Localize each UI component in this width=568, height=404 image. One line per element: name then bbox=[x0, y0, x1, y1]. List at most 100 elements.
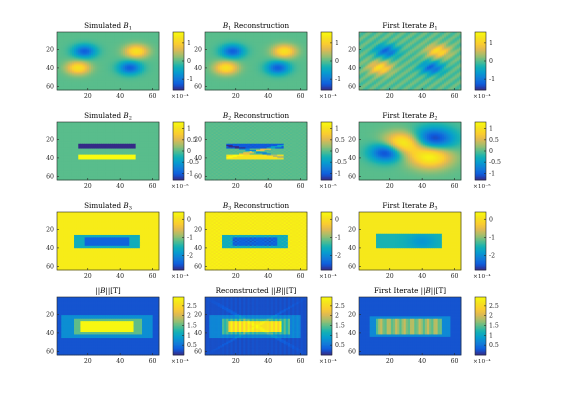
colorbar-tick-label: -2 bbox=[187, 253, 193, 260]
colorbar-tick-label: -1 bbox=[489, 170, 495, 177]
colorbar-tick-label: -2 bbox=[335, 253, 341, 260]
x-tick-label: 20 bbox=[386, 273, 394, 280]
x-tick-label: 20 bbox=[84, 183, 92, 190]
colorbar: 0-1-2×10⁻⁴ bbox=[171, 212, 193, 280]
colorbar-tick-label: 0 bbox=[489, 58, 493, 65]
y-tick-label: 40 bbox=[46, 330, 54, 337]
x-tick-label: 60 bbox=[149, 358, 157, 365]
colorbar-exponent: ×10⁻⁴ bbox=[319, 273, 337, 280]
y-tick-label: 20 bbox=[348, 136, 356, 143]
y-tick-label: 20 bbox=[194, 311, 202, 318]
x-tick-label: 60 bbox=[149, 183, 157, 190]
x-tick-label: 20 bbox=[232, 273, 240, 280]
x-tick-label: 40 bbox=[418, 93, 426, 100]
y-tick-label: 40 bbox=[46, 65, 54, 72]
colorbar-exponent: ×10⁻⁴ bbox=[473, 358, 491, 365]
colorbar: 10-1×10⁻⁴ bbox=[473, 32, 495, 100]
x-tick-label: 60 bbox=[451, 358, 459, 365]
colorbar-tick-label: 2.5 bbox=[335, 303, 345, 310]
colorbar-tick-label: 0 bbox=[489, 148, 493, 155]
y-tick-label: 40 bbox=[194, 330, 202, 337]
colorbar-tick-label: 0 bbox=[335, 216, 339, 223]
heatmap-panel: First Iterate ||B||[T]20 40 602040602.521.… bbox=[348, 286, 499, 365]
y-tick-label: 20 bbox=[194, 136, 202, 143]
colorbar-tick-label: 0 bbox=[187, 216, 191, 223]
colorbar-exponent: ×10⁻⁵ bbox=[319, 183, 337, 190]
x-tick-label: 40 bbox=[264, 93, 272, 100]
colorbar-tick-label: -0.5 bbox=[335, 159, 347, 166]
colorbar-tick-label: 0.5 bbox=[335, 137, 345, 144]
x-tick-label: 20 bbox=[84, 93, 92, 100]
y-tick-label: 40 bbox=[348, 65, 356, 72]
y-tick-label: 40 bbox=[46, 155, 54, 162]
colorbar-tick-label: 2 bbox=[335, 313, 339, 320]
colorbar-tick-label: 2 bbox=[187, 313, 191, 320]
colorbar-exponent: ×10⁻⁵ bbox=[473, 183, 491, 190]
colorbar-exponent: ×10⁻⁴ bbox=[473, 273, 491, 280]
colorbar: 10-1×10⁻⁴ bbox=[319, 32, 341, 100]
panel-title: Reconstructed ||B||[T] bbox=[216, 286, 297, 295]
y-tick-label: 20 bbox=[194, 46, 202, 53]
heatmap-image bbox=[205, 212, 307, 270]
panel-title: First Iterate ||B||[T] bbox=[374, 286, 446, 295]
y-tick-label: 40 bbox=[348, 245, 356, 252]
y-tick-label: 20 bbox=[46, 311, 54, 318]
y-tick-label: 40 bbox=[46, 245, 54, 252]
heatmap-image bbox=[359, 122, 461, 180]
y-tick-label: 20 bbox=[46, 46, 54, 53]
panel-title: Simulated B2 bbox=[84, 111, 132, 122]
heatmap-panel: Reconstructed ||B||[T]20 40 602040602.521.… bbox=[194, 286, 345, 365]
y-tick-label: 40 bbox=[194, 245, 202, 252]
y-tick-label: 20 bbox=[348, 226, 356, 233]
colorbar-tick-label: -1 bbox=[187, 76, 193, 83]
colorbar-tick-label: 1 bbox=[187, 332, 191, 339]
x-tick-label: 60 bbox=[297, 183, 305, 190]
y-tick-label: 20 bbox=[348, 311, 356, 318]
x-tick-label: 60 bbox=[451, 183, 459, 190]
x-tick-label: 40 bbox=[264, 273, 272, 280]
colorbar-tick-label: -1 bbox=[187, 234, 193, 241]
colorbar-tick-label: 1 bbox=[335, 40, 339, 47]
panel-title: B1 Reconstruction bbox=[222, 21, 290, 32]
colorbar-exponent: ×10⁻⁴ bbox=[319, 358, 337, 365]
colorbar-tick-label: 1 bbox=[187, 40, 191, 47]
heatmap-image bbox=[57, 297, 159, 355]
heatmap-image bbox=[57, 32, 159, 90]
colorbar-tick-label: -1 bbox=[489, 234, 495, 241]
colorbar: 0 -1 -2 ×10⁻⁴ bbox=[473, 212, 495, 280]
colorbar-tick-label: 0 bbox=[489, 216, 493, 223]
y-tick-label: 60 bbox=[194, 83, 202, 90]
colorbar-tick-label: -1 bbox=[335, 234, 341, 241]
panel-title: ||B||[T] bbox=[95, 286, 121, 295]
y-tick-label: 60 bbox=[348, 263, 356, 270]
heatmap-image bbox=[205, 297, 307, 355]
y-tick-label: 60 bbox=[46, 348, 54, 355]
colorbar-tick-label: 0 bbox=[187, 148, 191, 155]
colorbar-tick-label: 1.5 bbox=[489, 323, 499, 330]
colorbar-tick-label: -2 bbox=[489, 253, 495, 260]
x-tick-label: 40 bbox=[116, 358, 124, 365]
y-tick-label: 60 bbox=[194, 263, 202, 270]
y-tick-label: 20 bbox=[194, 226, 202, 233]
colorbar: 10.50-0.5-1×10⁻⁵ bbox=[473, 122, 501, 190]
panel-title: B2 Reconstruction bbox=[222, 111, 290, 122]
x-tick-label: 60 bbox=[297, 358, 305, 365]
x-tick-label: 40 bbox=[264, 358, 272, 365]
x-tick-label: 60 bbox=[149, 273, 157, 280]
colorbar-tick-label: 1.5 bbox=[187, 323, 197, 330]
colorbar-tick-label: 2 bbox=[489, 313, 493, 320]
colorbar-tick-label: 0 bbox=[335, 148, 339, 155]
y-tick-label: 40 bbox=[348, 330, 356, 337]
colorbar-tick-label: 1.5 bbox=[335, 323, 345, 330]
y-tick-label: 40 bbox=[348, 155, 356, 162]
colorbar-tick-label: 1 bbox=[489, 332, 493, 339]
x-tick-label: 20 bbox=[232, 93, 240, 100]
y-tick-label: 40 bbox=[194, 65, 202, 72]
colorbar-tick-label: 0.5 bbox=[335, 342, 345, 349]
x-tick-label: 40 bbox=[418, 183, 426, 190]
colorbar-tick-label: 1 bbox=[489, 126, 493, 133]
